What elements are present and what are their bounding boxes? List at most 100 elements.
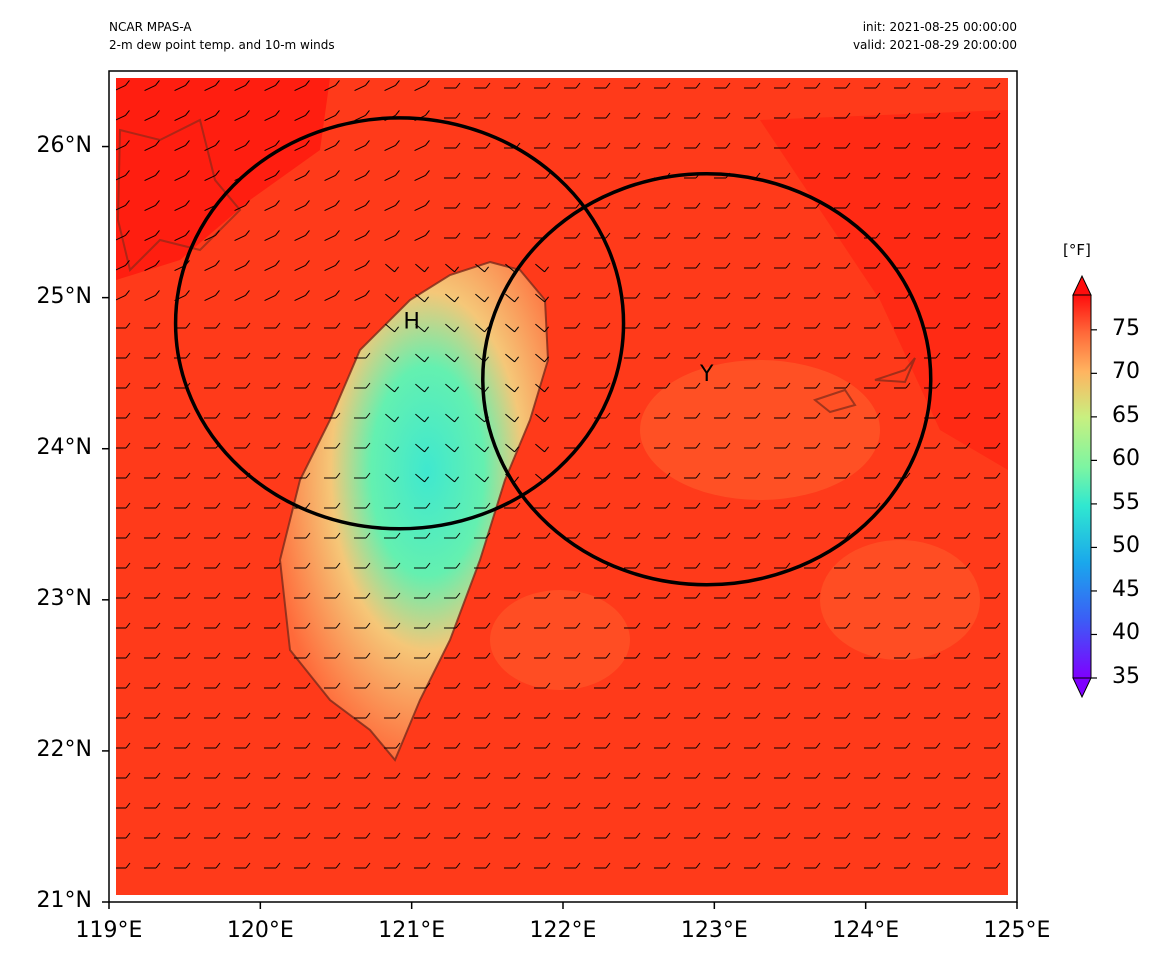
wind-barb-flag <box>575 202 581 209</box>
wind-barb-flag <box>275 290 280 296</box>
wind-barbs <box>116 80 1001 869</box>
wind-barb-flag <box>215 352 221 359</box>
island-coastline-1 <box>812 388 857 414</box>
wind-barb-flag <box>845 412 851 419</box>
wind-barb-flag <box>395 110 400 116</box>
wind-barb-flag <box>425 592 431 599</box>
wind-barb <box>324 295 336 301</box>
wind-barb-flag <box>905 832 911 839</box>
wind-barb-flag <box>725 142 731 149</box>
wind-barb-flag <box>635 352 641 359</box>
wind-barb-flag <box>544 386 549 393</box>
wind-barb <box>144 175 156 181</box>
wind-barb-flag <box>305 290 310 296</box>
wind-barb-flag <box>275 622 281 629</box>
wind-barb-flag <box>575 502 581 509</box>
wind-barb-flag <box>815 682 821 689</box>
wind-barb-flag <box>605 382 611 389</box>
wind-barb-flag <box>845 862 851 869</box>
wind-barb-flag <box>275 502 281 509</box>
wind-barb <box>415 383 425 393</box>
wind-barb-flag <box>394 326 399 333</box>
wind-barb-flag <box>185 502 191 509</box>
wind-barb-flag <box>575 742 581 749</box>
wind-barb-flag <box>515 742 521 749</box>
field-patch-2 <box>820 540 980 660</box>
wind-barb-flag <box>695 142 701 149</box>
wind-barb-flag <box>424 446 429 453</box>
wind-barb-flag <box>635 292 641 299</box>
wind-barb-flag <box>215 622 221 629</box>
lon-tick-label: 125°E <box>983 918 1051 943</box>
wind-barb-flag <box>425 682 431 689</box>
field-title: 2-m dew point temp. and 10-m winds <box>109 38 335 52</box>
wind-barb-flag <box>125 622 131 629</box>
wind-barb <box>234 85 246 91</box>
wind-barb-flag <box>575 772 581 779</box>
wind-barb <box>144 85 156 91</box>
taiwan-coastline <box>278 260 550 762</box>
wind-barb-flag <box>395 622 401 629</box>
wind-barb-flag <box>815 202 821 209</box>
wind-barb <box>384 145 396 151</box>
wind-barb-flag <box>635 472 641 479</box>
wind-barb-flag <box>785 322 791 329</box>
wind-barb-flag <box>425 832 431 839</box>
wind-barb-flag <box>335 592 341 599</box>
wind-barb-flag <box>605 262 611 269</box>
wind-barb-flag <box>575 352 581 359</box>
wind-barb-flag <box>185 472 191 479</box>
wind-barb-flag <box>965 622 971 629</box>
wind-barb-flag <box>275 802 281 809</box>
wind-barb-flag <box>935 472 941 479</box>
wind-barb-flag <box>905 262 911 269</box>
wind-barb <box>354 265 366 271</box>
field-patch-3 <box>490 590 630 690</box>
wind-barb-flag <box>785 232 791 239</box>
wind-barb-flag <box>905 862 911 869</box>
wind-barb <box>445 473 455 483</box>
wind-barb-flag <box>425 652 431 659</box>
wind-barb-flag <box>785 682 791 689</box>
wind-barb-flag <box>545 172 551 179</box>
wind-barb <box>144 265 156 271</box>
wind-barb-flag <box>695 802 701 809</box>
wind-barb-flag <box>365 442 371 449</box>
wind-barb-flag <box>305 80 310 86</box>
wind-barb <box>144 235 156 241</box>
lat-tick-label: 23°N <box>36 585 92 611</box>
wind-barb-flag <box>875 592 881 599</box>
wind-barb-flag <box>935 682 941 689</box>
wind-barb-flag <box>395 532 401 539</box>
wind-barb-flag <box>395 80 400 86</box>
wind-barb <box>445 443 455 453</box>
wind-barb <box>384 175 396 181</box>
wind-barb-flag <box>995 592 1001 599</box>
wind-barb-flag <box>665 772 671 779</box>
wind-barb-flag <box>755 862 761 869</box>
wind-barb-flag <box>695 622 701 629</box>
wind-barb-flag <box>785 532 791 539</box>
wind-barb <box>144 205 156 211</box>
wind-barb-flag <box>125 532 131 539</box>
wind-barb-flag <box>875 622 881 629</box>
axes <box>102 145 1018 909</box>
wind-barb-flag <box>394 356 399 363</box>
wind-barb-flag <box>215 260 220 266</box>
wind-barb <box>116 205 126 211</box>
wind-barb-flag <box>935 652 941 659</box>
wind-barb-flag <box>755 772 761 779</box>
wind-barb-flag <box>335 290 340 296</box>
wind-barb <box>415 443 425 453</box>
wind-barb <box>475 263 485 273</box>
wind-barb-flag <box>455 142 461 149</box>
wind-barb-flag <box>755 502 761 509</box>
wind-barb-flag <box>484 296 489 303</box>
wind-barb-flag <box>305 472 311 479</box>
wind-barb-flag <box>275 322 281 329</box>
wind-barb-flag <box>485 742 491 749</box>
wind-barb <box>264 295 276 301</box>
wind-barb-flag <box>845 772 851 779</box>
wind-barb-flag <box>965 532 971 539</box>
wind-barb-flag <box>575 622 581 629</box>
